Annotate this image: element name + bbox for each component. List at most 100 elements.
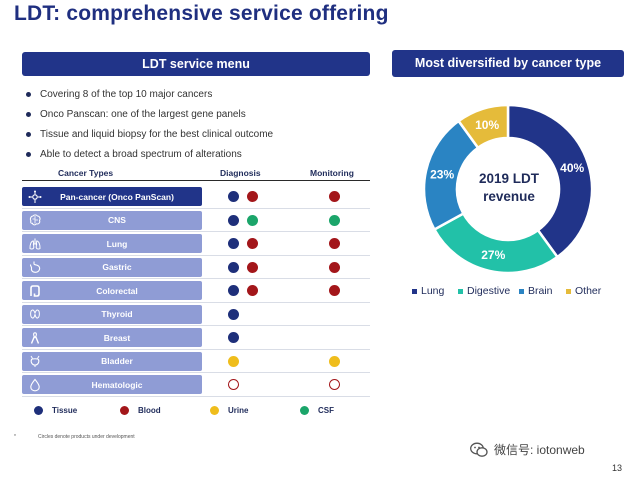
- legend-item-tissue: Tissue: [34, 406, 77, 415]
- legend-item-csf: CSF: [300, 406, 334, 415]
- table-row: Lung: [22, 232, 370, 256]
- legend-label: CSF: [318, 406, 334, 415]
- donut-slice-other: [456, 104, 510, 150]
- cancer-type-label-box: Pan-cancer (Onco PanScan): [22, 187, 202, 206]
- legend-label: Urine: [228, 406, 249, 415]
- brain-icon: [29, 214, 41, 226]
- ribbon-icon: [30, 331, 40, 344]
- lungs-icon: [29, 238, 41, 250]
- tissue-diagnosis-dot: [228, 191, 239, 202]
- donut-legend-item: Digestive: [458, 285, 510, 297]
- tissue-diagnosis-dot: [228, 238, 239, 249]
- donut-legend-label: Lung: [421, 285, 445, 297]
- legend-swatch: [120, 406, 129, 415]
- bullet-text: Able to detect a broad spectrum of alter…: [40, 148, 242, 160]
- table-row: Pan-cancer (Onco PanScan): [22, 185, 370, 209]
- table-row: Thyroid: [22, 303, 370, 326]
- blood-monitoring-dot: [329, 285, 340, 296]
- tissue-diagnosis-dot: [228, 308, 239, 320]
- donut-legend-item: Brain: [519, 285, 553, 297]
- revenue-donut-chart: 40% 27% 23% 10%: [423, 104, 593, 274]
- ldt-service-menu-header: LDT service menu: [22, 52, 370, 76]
- cancer-type-label-box: Gastric: [22, 257, 202, 277]
- bullet-dot-icon: [26, 131, 31, 137]
- bullet-text: Tissue and liquid biopsy for the best cl…: [40, 128, 274, 140]
- legend-item-urine: Urine: [210, 406, 248, 415]
- blood-diagnosis-dot: [247, 261, 258, 273]
- table-row: Breast: [22, 326, 370, 350]
- cancer-type-name: Bladder: [101, 356, 133, 366]
- blood-in-development-dot: [228, 379, 239, 390]
- bullet-text: Onco Panscan: one of the largest gene pa…: [40, 108, 246, 120]
- tissue-diagnosis-dot: [228, 332, 239, 343]
- table-row: Gastric: [22, 256, 370, 279]
- table-row: CNS: [22, 209, 370, 232]
- donut-slice-digestive: [432, 211, 560, 274]
- bullet-item: Able to detect a broad spectrum of alter…: [26, 144, 366, 164]
- cancer-type-name: Thyroid: [101, 309, 133, 319]
- column-header-diagnosis: Diagnosis: [220, 168, 261, 178]
- cancer-type-name: Pan-cancer (Onco PanScan): [60, 191, 174, 202]
- blood-monitoring-dot: [329, 261, 340, 273]
- bullet-dot-icon: [26, 91, 31, 97]
- donut-slice-label: 27%: [481, 248, 505, 262]
- wechat-icon: [470, 442, 488, 457]
- bullet-item: Onco Panscan: one of the largest gene pa…: [26, 104, 366, 124]
- blood-diagnosis-dot: [247, 285, 258, 296]
- bullet-dot-icon: [26, 111, 31, 117]
- bullet-item: Tissue and liquid biopsy for the best cl…: [26, 124, 366, 144]
- cancer-type-label-box: Colorectal: [22, 281, 202, 300]
- blood-in-development-dot: [329, 379, 340, 390]
- donut-legend-label: Brain: [528, 285, 553, 297]
- donut-slice-lung: [506, 104, 593, 259]
- colon-icon: [30, 284, 40, 297]
- legend-swatch: [210, 406, 219, 415]
- donut-legend-swatch: [458, 288, 463, 294]
- donut-center-line1: 2019 LDT: [478, 171, 540, 186]
- donut-legend-item: Other: [566, 285, 601, 297]
- bullet-item: Covering 8 of the top 10 major cancers: [26, 84, 366, 104]
- cancer-type-name: Hematologic: [91, 379, 143, 390]
- donut-center-label: 2019 LDT revenue: [459, 170, 559, 206]
- cancer-type-name: Colorectal: [96, 285, 138, 296]
- csf-diagnosis-dot: [247, 214, 258, 226]
- pan-cancer-icon: [28, 190, 42, 203]
- cancer-type-name: Breast: [103, 332, 131, 343]
- footnote-text: Circles denote products under developmen…: [37, 434, 135, 440]
- donut-legend-swatch: [412, 288, 417, 294]
- donut-slice-label: 23%: [430, 167, 454, 181]
- table-row: Colorectal: [22, 279, 370, 303]
- cancer-type-label-box: Bladder: [22, 351, 202, 371]
- bullet-list: Covering 8 of the top 10 major cancers O…: [26, 84, 366, 164]
- bladder-icon: [30, 355, 40, 367]
- blood-diagnosis-dot: [247, 191, 258, 202]
- legend-label: Blood: [138, 406, 161, 415]
- legend-swatch: [300, 406, 309, 415]
- donut-legend-label: Other: [575, 285, 602, 297]
- page-title: LDT: comprehensive service offering: [14, 2, 389, 25]
- cancer-type-name: CNS: [108, 215, 126, 225]
- donut-slice-label: 40%: [560, 161, 584, 175]
- donut-legend-swatch: [519, 288, 524, 294]
- watermark-text: 微信号: iotonweb: [494, 443, 585, 457]
- footnote: * Circles denote products under developme…: [14, 434, 135, 440]
- donut-legend-label: Digestive: [467, 285, 511, 297]
- footnote-mark: *: [14, 434, 16, 440]
- thyroid-icon: [30, 309, 40, 319]
- donut-legend-swatch: [566, 288, 571, 294]
- tissue-diagnosis-dot: [228, 214, 239, 226]
- blood-drop-icon: [30, 378, 40, 391]
- table-row: Hematologic: [22, 373, 370, 397]
- cancer-type-label-box: Lung: [22, 234, 202, 253]
- cancer-type-name: Gastric: [102, 262, 132, 272]
- cancer-type-label-box: Breast: [22, 328, 202, 347]
- page-number: 13: [612, 463, 623, 473]
- header-divider: [22, 180, 370, 181]
- column-header-cancer-types: Cancer Types: [58, 168, 114, 178]
- blood-monitoring-dot: [329, 238, 340, 249]
- legend-swatch: [34, 406, 43, 415]
- watermark: 微信号: iotonweb: [470, 441, 585, 458]
- donut-slice-label: 10%: [475, 118, 499, 132]
- cancer-type-header: Most diversified by cancer type: [392, 50, 624, 77]
- legend-label: Tissue: [52, 406, 78, 415]
